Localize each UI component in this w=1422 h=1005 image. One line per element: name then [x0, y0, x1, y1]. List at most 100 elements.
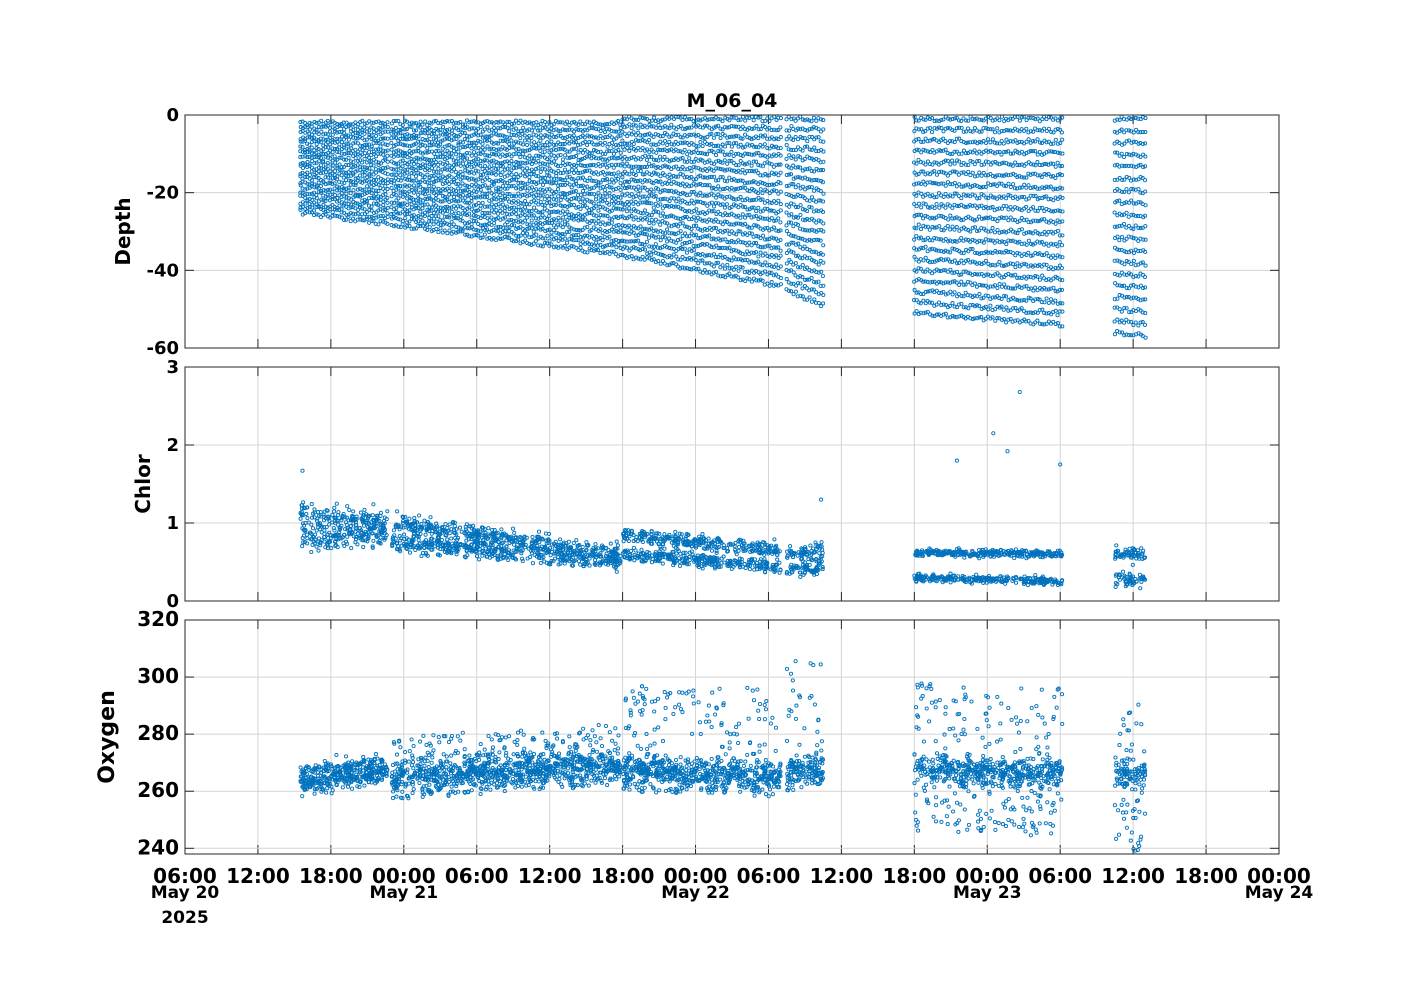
data-point [463, 122, 468, 127]
data-point [339, 210, 344, 215]
data-point [456, 143, 461, 148]
data-point [516, 131, 521, 136]
data-point [381, 203, 386, 208]
data-point [445, 231, 450, 236]
data-point [467, 134, 472, 139]
data-point [318, 215, 323, 220]
data-point [471, 189, 477, 194]
data-point [525, 148, 530, 153]
data-point [527, 241, 532, 247]
data-point [414, 226, 419, 231]
data-point [334, 177, 339, 182]
data-point [321, 188, 326, 193]
data-point [400, 126, 405, 132]
data-point [392, 135, 397, 140]
data-point [418, 125, 423, 130]
data-point [602, 140, 607, 145]
data-point [351, 141, 356, 146]
data-point [821, 243, 826, 248]
data-point [409, 185, 414, 190]
data-point [443, 151, 448, 157]
data-point [500, 125, 505, 130]
data-point [431, 142, 436, 147]
data-point [496, 211, 501, 216]
data-point [474, 189, 479, 195]
data-point [383, 166, 388, 171]
data-point [771, 208, 776, 213]
data-point [463, 232, 468, 237]
data-point [540, 244, 545, 249]
data-point [478, 187, 483, 192]
data-point [478, 229, 483, 234]
data-point [651, 221, 656, 226]
data-point [696, 144, 701, 149]
data-point [449, 144, 454, 149]
data-point [305, 170, 310, 175]
data-point [391, 118, 396, 124]
data-point [516, 151, 521, 157]
data-point [596, 201, 601, 206]
data-point [574, 127, 579, 132]
data-point [493, 128, 498, 133]
data-point [929, 300, 935, 305]
data-point [562, 232, 567, 237]
data-point [536, 141, 541, 146]
data-point [405, 202, 410, 207]
data-point [351, 172, 356, 177]
data-point [551, 223, 557, 228]
data-point [391, 167, 396, 172]
data-point [342, 157, 347, 162]
data-point [527, 153, 532, 158]
data-point [382, 136, 388, 141]
data-point [323, 204, 328, 209]
data-point [339, 140, 344, 145]
data-point [493, 172, 498, 177]
data-point [360, 118, 365, 123]
data-point [520, 193, 525, 198]
data-point [482, 222, 487, 227]
data-point [478, 173, 483, 178]
data-point [342, 194, 347, 199]
data-point [369, 218, 374, 224]
data-point [342, 151, 347, 157]
data-point [966, 118, 971, 123]
data-point [489, 215, 494, 220]
data-point [364, 217, 370, 222]
data-point [298, 174, 303, 179]
data-point [738, 117, 743, 122]
data-point [389, 136, 394, 141]
data-point [348, 219, 353, 224]
data-point [507, 145, 512, 151]
data-point [463, 126, 468, 131]
data-point [496, 236, 501, 241]
data-point [369, 208, 374, 213]
data-point [383, 149, 388, 154]
data-point [476, 194, 481, 199]
data-point [427, 205, 432, 210]
data-point [339, 180, 344, 185]
data-point [467, 205, 472, 210]
data-point [518, 213, 523, 218]
data-point [319, 166, 324, 171]
data-point [318, 140, 323, 145]
data-point [381, 180, 386, 185]
data-point [414, 155, 419, 160]
data-point [545, 201, 550, 206]
data-point [414, 206, 419, 211]
data-point [516, 226, 521, 231]
data-point [522, 138, 527, 143]
data-point [404, 137, 410, 142]
data-point [362, 165, 367, 170]
data-point [485, 236, 490, 241]
data-point [389, 194, 394, 199]
data-point [507, 129, 512, 134]
data-point [318, 155, 324, 160]
data-point [303, 201, 308, 206]
data-point [778, 202, 783, 207]
data-point [529, 213, 534, 218]
data-point [465, 133, 470, 138]
data-point [325, 196, 330, 201]
data-point [812, 297, 817, 302]
data-point [489, 179, 494, 184]
data-point [545, 179, 550, 184]
